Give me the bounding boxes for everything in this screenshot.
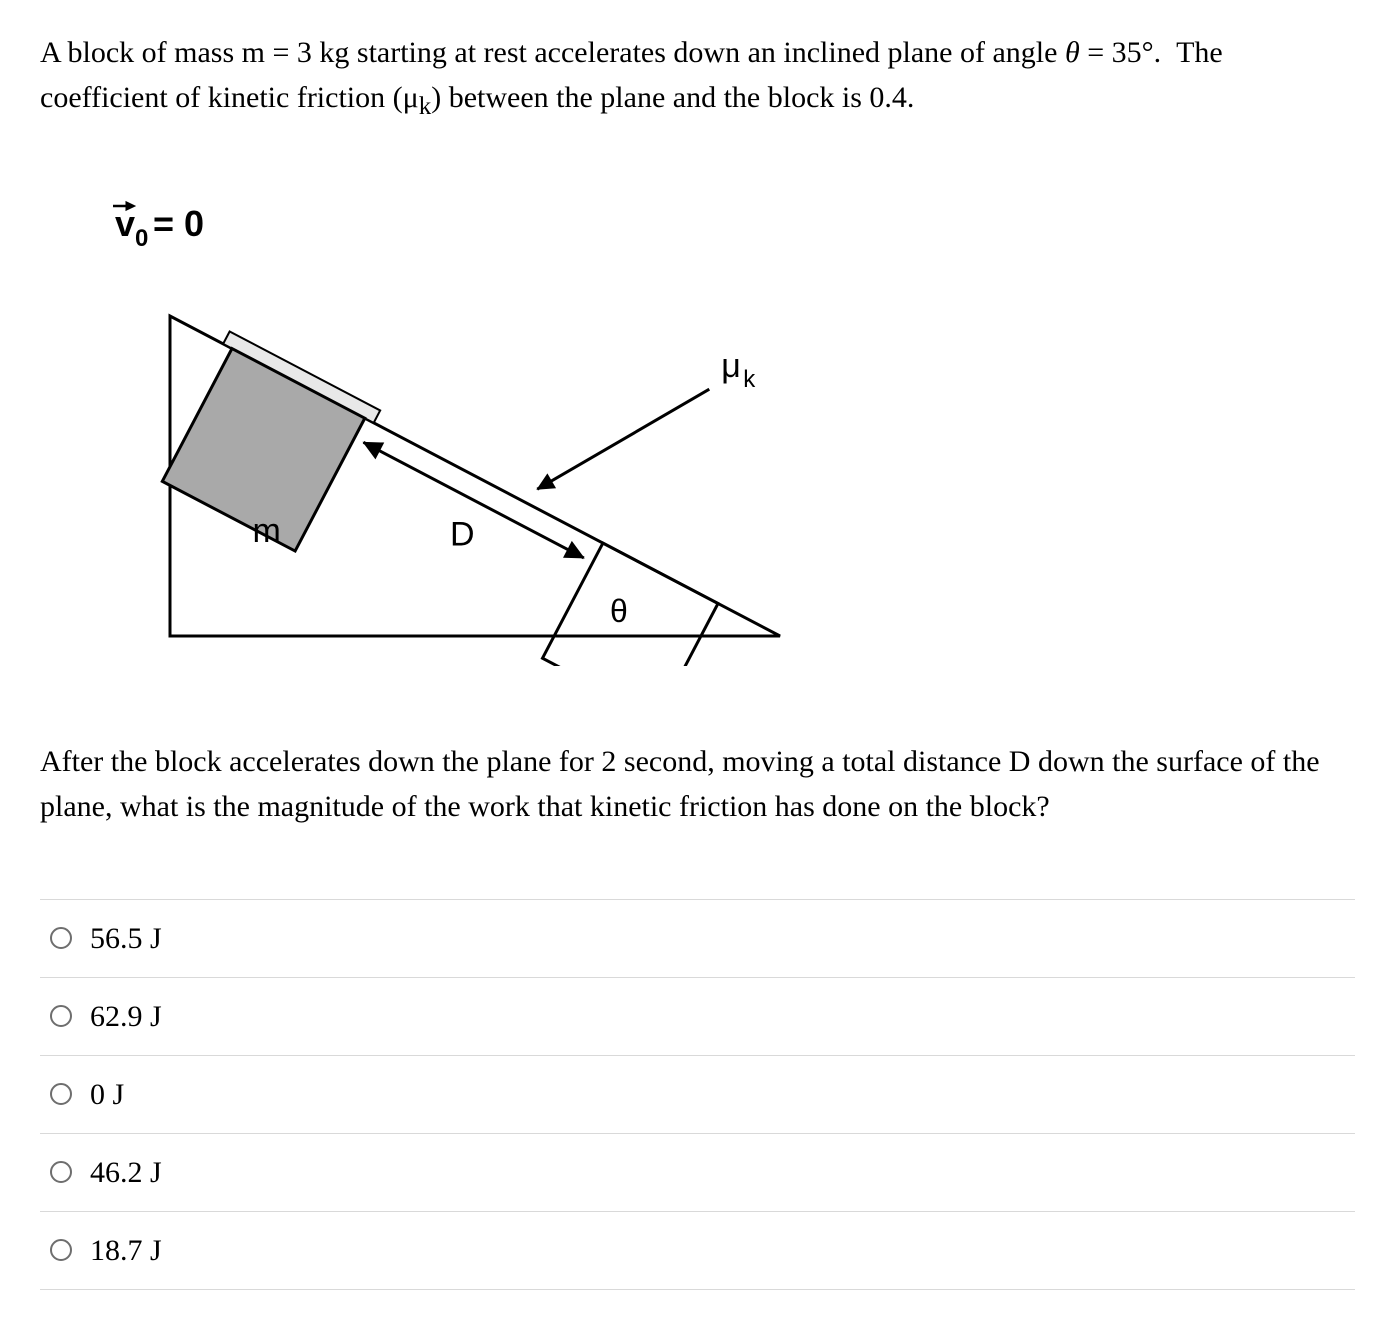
options-list: 56.5 J 62.9 J 0 J 46.2 J 18.7 J	[40, 899, 1355, 1290]
svg-text:k: k	[743, 366, 756, 393]
svg-text:D: D	[450, 515, 475, 553]
radio-icon	[50, 1005, 72, 1027]
svg-text:θ: θ	[610, 593, 628, 629]
svg-text:= 0: = 0	[153, 203, 204, 244]
svg-text:v: v	[115, 203, 135, 244]
option-label: 56.5 J	[90, 916, 162, 961]
option-e[interactable]: 18.7 J	[40, 1211, 1355, 1290]
svg-text:μ: μ	[721, 347, 741, 385]
option-c[interactable]: 0 J	[40, 1055, 1355, 1133]
figure: v0 = 0 m μk Dθ	[100, 166, 1355, 679]
option-label: 0 J	[90, 1072, 124, 1117]
option-label: 62.9 J	[90, 994, 162, 1039]
radio-icon	[50, 1083, 72, 1105]
option-label: 18.7 J	[90, 1228, 162, 1273]
radio-icon	[50, 927, 72, 949]
option-a[interactable]: 56.5 J	[40, 899, 1355, 977]
option-b[interactable]: 62.9 J	[40, 977, 1355, 1055]
radio-icon	[50, 1239, 72, 1261]
option-label: 46.2 J	[90, 1150, 162, 1195]
option-d[interactable]: 46.2 J	[40, 1133, 1355, 1211]
radio-icon	[50, 1161, 72, 1183]
svg-text:0: 0	[135, 225, 148, 252]
question-text: After the block accelerates down the pla…	[40, 739, 1355, 829]
problem-intro: A block of mass m = 3 kg starting at res…	[40, 30, 1355, 126]
svg-text:m: m	[252, 512, 280, 550]
